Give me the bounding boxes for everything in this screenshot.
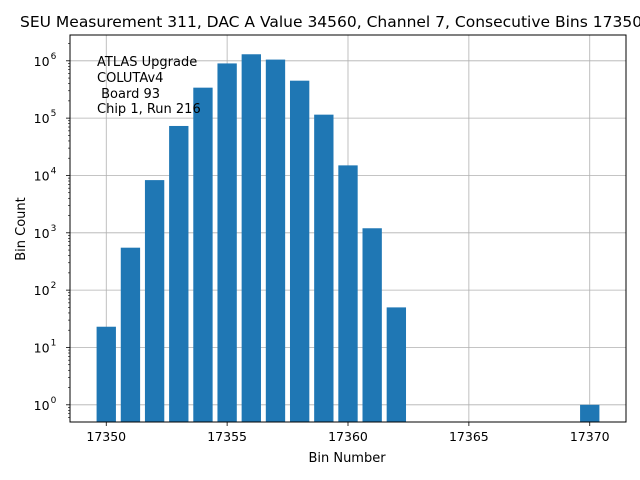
- bar: [338, 165, 358, 422]
- bar: [386, 307, 407, 422]
- y-tick-exponent: 5: [51, 109, 57, 119]
- bar: [580, 404, 600, 422]
- bar: [265, 59, 286, 423]
- bar: [241, 54, 261, 423]
- bar: [144, 180, 165, 422]
- y-tick-label: 101: [34, 338, 57, 355]
- y-tick-exponent: 2: [51, 281, 57, 291]
- x-tick-label: 17355: [207, 429, 247, 444]
- bars: [96, 54, 600, 423]
- annotation: ATLAS Upgrade COLUTAv4 Board 93 Chip 1, …: [97, 55, 201, 117]
- x-axis-label: Bin Number: [308, 451, 386, 466]
- bar: [120, 247, 141, 422]
- bar: [193, 87, 213, 423]
- bar: [217, 63, 237, 422]
- y-axis-label: Bin Count: [14, 197, 29, 261]
- y-tick-exponent: 4: [51, 166, 57, 176]
- y-tick-label: 100: [34, 396, 57, 413]
- annotation-line: Chip 1, Run 216: [97, 102, 201, 117]
- annotation-line: ATLAS Upgrade: [97, 55, 197, 70]
- x-ticks: 17350 17355 17360 17365 17370: [86, 422, 610, 444]
- y-tick-label: 102: [34, 281, 57, 298]
- x-tick-label: 17350: [86, 429, 126, 444]
- x-tick-label: 17360: [328, 429, 368, 444]
- y-tick-label: 106: [34, 52, 57, 69]
- y-tick-exponent: 3: [51, 224, 57, 234]
- y-tick-label: 103: [34, 224, 57, 241]
- y-tick-exponent: 0: [51, 396, 57, 406]
- chart-title: SEU Measurement 311, DAC A Value 34560, …: [20, 13, 640, 31]
- y-tick-label: 105: [34, 109, 57, 126]
- annotation-line: Board 93: [97, 87, 160, 102]
- bar: [314, 114, 334, 422]
- y-tick-exponent: 6: [51, 52, 57, 62]
- bar: [96, 326, 116, 422]
- y-tick-exponent: 1: [51, 338, 57, 348]
- x-tick-label: 17370: [570, 429, 610, 444]
- y-tick-label: 104: [34, 166, 57, 183]
- bar: [362, 228, 382, 422]
- bar: [169, 125, 189, 423]
- annotation-line: COLUTAv4: [97, 71, 163, 86]
- bar: [289, 80, 310, 422]
- x-tick-label: 17365: [449, 429, 489, 444]
